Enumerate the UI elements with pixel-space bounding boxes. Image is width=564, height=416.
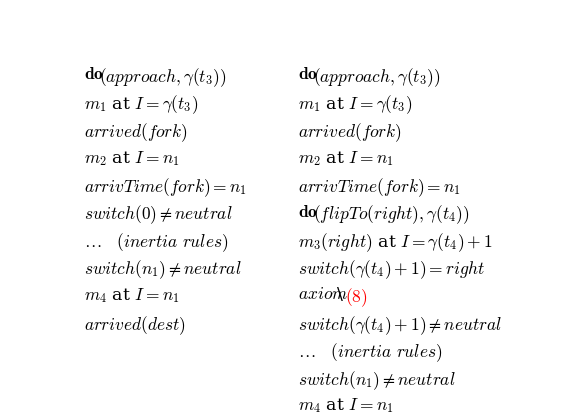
Text: $m_3(right)$ at $I = \gamma(t_4) + 1$: $m_3(right)$ at $I = \gamma(t_4) + 1$ [298,231,492,254]
Text: $\mathbf{do}$: $\mathbf{do}$ [83,66,103,83]
Text: $arrivTime(fork) = n_1$: $arrivTime(fork) = n_1$ [83,176,246,199]
Text: $\mathbf{do}$: $\mathbf{do}$ [298,66,318,83]
Text: $(approach, \gamma(t_3))$: $(approach, \gamma(t_3))$ [99,66,226,89]
Text: $axiom$: $axiom$ [298,286,348,303]
Text: $switch(n_1) \neq neutral$: $switch(n_1) \neq neutral$ [83,259,241,282]
Text: $\ldots \quad (inertia\ rules)$: $\ldots \quad (inertia\ rules)$ [298,342,442,364]
Text: $arrived(fork)$: $arrived(fork)$ [298,121,402,144]
Text: $(flipTo(right), \gamma(t_4))$: $(flipTo(right), \gamma(t_4))$ [313,204,469,226]
Text: $m_1$ at $I = \gamma(t_3)$: $m_1$ at $I = \gamma(t_3)$ [83,94,198,116]
Text: $m_4$ at $I = n_1$: $m_4$ at $I = n_1$ [83,286,179,305]
Text: $(8)$: $(8)$ [346,286,368,309]
Text: $arrived(fork)$: $arrived(fork)$ [83,121,188,144]
Text: $arrivTime(fork) = n_1$: $arrivTime(fork) = n_1$ [298,176,461,199]
Text: $m_4$ at $I = n_1$: $m_4$ at $I = n_1$ [298,396,393,416]
Text: $m_2$ at $I = n_1$: $m_2$ at $I = n_1$ [83,149,179,168]
Text: $switch(n_1) \neq neutral$: $switch(n_1) \neq neutral$ [298,369,455,392]
Text: $\mathbf{do}$: $\mathbf{do}$ [298,204,318,220]
Text: $m_1$ at $I = \gamma(t_3)$: $m_1$ at $I = \gamma(t_3)$ [298,94,412,116]
Text: \: \ [337,286,348,303]
Text: $\ldots \quad (inertia\ rules)$: $\ldots \quad (inertia\ rules)$ [83,231,228,254]
Text: $arrived(dest)$: $arrived(dest)$ [83,314,185,337]
Text: $(approach, \gamma(t_3))$: $(approach, \gamma(t_3))$ [313,66,440,89]
Text: $switch(\gamma(t_4) + 1) = right$: $switch(\gamma(t_4) + 1) = right$ [298,259,485,282]
Text: $m_2$ at $I = n_1$: $m_2$ at $I = n_1$ [298,149,393,168]
Text: $switch(0) \neq neutral$: $switch(0) \neq neutral$ [83,204,232,226]
Text: $switch(\gamma(t_4) + 1) \neq neutral$: $switch(\gamma(t_4) + 1) \neq neutral$ [298,314,502,337]
